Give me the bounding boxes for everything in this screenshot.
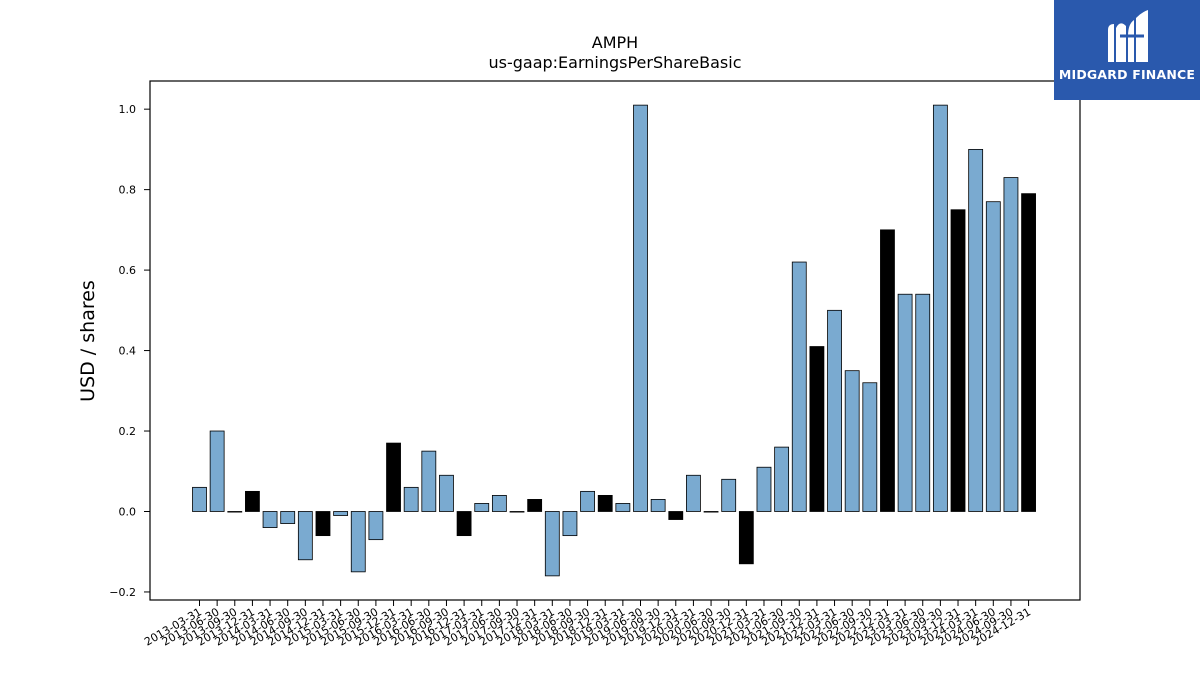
y-tick-label: −0.2 — [109, 586, 136, 599]
bar-2016-03-31 — [403, 486, 419, 512]
bar-2022-09-30 — [862, 382, 878, 512]
bar-2019-09-30 — [650, 499, 666, 512]
chart-title: AMPH — [592, 33, 638, 52]
bar-2019-12-31 — [668, 511, 684, 520]
bar-2013-12-31 — [245, 490, 260, 512]
bar-2023-09-30 — [932, 104, 948, 512]
bar-2021-09-30 — [791, 261, 807, 512]
bar-2016-06-30 — [421, 450, 437, 512]
bar-2016-12-31 — [456, 511, 472, 537]
y-tick-label: 0.6 — [119, 264, 137, 277]
bar-2020-09-30 — [721, 478, 737, 512]
bar-2024-12-31 — [1021, 193, 1036, 512]
bar-2013-09-30 — [227, 511, 243, 513]
y-tick-label: 0.0 — [119, 505, 137, 518]
bar-2019-06-30 — [633, 104, 648, 512]
bar-2014-12-31 — [315, 511, 331, 537]
bar-2021-12-31 — [809, 346, 825, 512]
bar-2017-12-31 — [527, 499, 543, 512]
x-axis-ticks: 2013-03-312013-06-302013-09-302013-12-31… — [142, 600, 1033, 649]
plot-frame — [149, 80, 1081, 601]
bar-2020-03-31 — [686, 474, 701, 512]
bar-2019-03-31 — [615, 503, 631, 512]
bar-2021-03-31 — [756, 466, 772, 512]
bar-2015-09-30 — [368, 511, 384, 541]
bar-2017-06-30 — [491, 494, 507, 512]
bar-2015-03-31 — [333, 511, 349, 516]
bar-2017-09-30 — [509, 511, 525, 513]
bar-2024-06-30 — [985, 201, 1001, 512]
bar-2015-12-31 — [386, 442, 401, 512]
chart-subtitle: us-gaap:EarningsPerShareBasic — [488, 53, 741, 72]
brand-name: MIDGARD FINANCE — [1058, 67, 1196, 82]
y-tick-label: 1.0 — [119, 103, 137, 116]
bar-2018-09-30 — [580, 490, 595, 512]
bar-2016-09-30 — [439, 474, 454, 512]
y-axis-ticks: −0.2 0.0 0.2 0.4 0.6 0.8 1.0 — [109, 103, 150, 599]
bar-2014-03-31 — [262, 511, 278, 528]
bar-2023-03-31 — [897, 293, 913, 512]
bar-2013-03-31 — [192, 486, 207, 512]
bar-2024-03-31 — [968, 148, 984, 512]
y-tick-label: 0.4 — [119, 345, 137, 358]
bar-2020-12-31 — [738, 511, 754, 565]
bar-2021-06-30 — [774, 446, 790, 512]
bar-2022-06-30 — [844, 370, 860, 512]
bar-2018-03-31 — [544, 511, 560, 577]
y-tick-label: 0.8 — [119, 184, 137, 197]
bar-2018-06-30 — [562, 511, 578, 537]
bar-2013-06-30 — [209, 430, 225, 512]
bar-2022-12-31 — [880, 229, 895, 512]
bar-2020-06-30 — [703, 511, 719, 513]
bar-2014-09-30 — [297, 511, 313, 561]
bar-2017-03-31 — [474, 503, 490, 512]
bar-2018-12-31 — [597, 494, 613, 512]
midgard-m-icon — [1108, 10, 1148, 62]
bar-2014-06-30 — [280, 511, 296, 524]
y-tick-label: 0.2 — [119, 425, 137, 438]
bar-2023-12-31 — [950, 209, 966, 512]
bars-group — [192, 104, 1036, 577]
midgard-finance-logo: MIDGARD FINANCE — [1054, 0, 1200, 100]
bar-2022-03-31 — [827, 309, 842, 512]
bar-2015-06-30 — [350, 511, 366, 573]
bar-2024-09-30 — [1003, 177, 1019, 512]
bar-2023-06-30 — [915, 293, 931, 512]
y-axis-label: USD / shares — [77, 280, 99, 402]
